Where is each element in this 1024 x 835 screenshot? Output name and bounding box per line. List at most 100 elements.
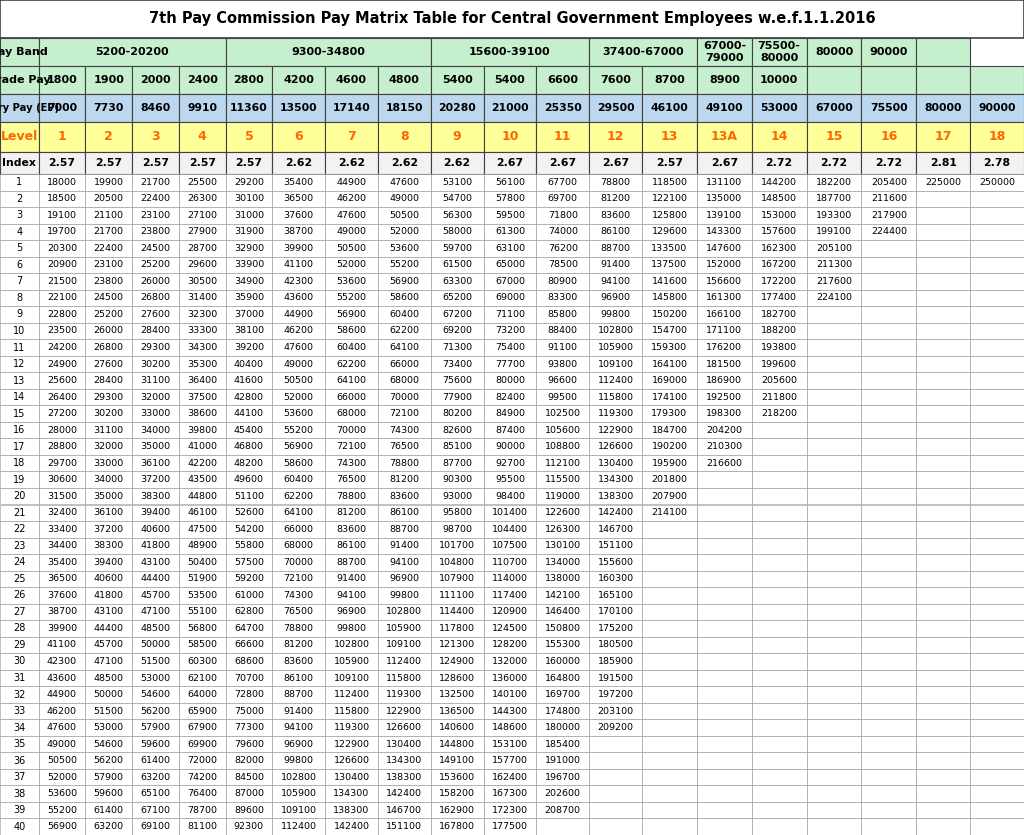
Text: 53600: 53600	[284, 409, 313, 418]
Text: 22: 22	[13, 524, 26, 534]
Text: 25350: 25350	[544, 103, 582, 113]
Text: 46100: 46100	[650, 103, 688, 113]
Text: 8900: 8900	[709, 75, 739, 85]
Bar	[642, 339, 697, 356]
Bar	[483, 570, 537, 587]
Bar	[325, 66, 378, 94]
Text: 43600: 43600	[284, 293, 313, 302]
Bar	[807, 504, 861, 521]
Bar	[272, 752, 325, 769]
Text: 41800: 41800	[94, 591, 124, 600]
Bar	[431, 66, 483, 94]
Text: 35900: 35900	[233, 293, 264, 302]
Bar	[378, 818, 431, 835]
Text: 208700: 208700	[545, 806, 581, 815]
Bar	[861, 455, 916, 472]
Bar	[39, 637, 85, 653]
Text: 96900: 96900	[601, 293, 631, 302]
Text: 81200: 81200	[601, 195, 631, 203]
Bar	[537, 372, 589, 389]
Bar	[807, 256, 861, 273]
Text: 33000: 33000	[140, 409, 171, 418]
Bar	[39, 322, 85, 339]
Bar	[272, 190, 325, 207]
Bar	[39, 604, 85, 620]
Bar	[861, 587, 916, 604]
Bar	[378, 504, 431, 521]
Bar	[483, 620, 537, 637]
Text: 27900: 27900	[187, 227, 217, 236]
Text: 57500: 57500	[233, 558, 264, 567]
Bar	[916, 240, 970, 256]
Bar	[589, 256, 642, 273]
Bar	[642, 422, 697, 438]
Bar	[325, 174, 378, 190]
Bar	[0, 190, 39, 207]
Text: 211600: 211600	[870, 195, 907, 203]
Text: 162900: 162900	[439, 806, 475, 815]
Text: 55200: 55200	[47, 806, 77, 815]
Bar	[378, 438, 431, 455]
Text: 110700: 110700	[492, 558, 528, 567]
Text: 96900: 96900	[284, 740, 313, 749]
Bar	[483, 66, 537, 94]
Text: 2.57: 2.57	[48, 158, 76, 168]
Text: 10000: 10000	[760, 75, 799, 85]
Text: 69700: 69700	[548, 195, 578, 203]
Bar	[325, 190, 378, 207]
Bar	[85, 94, 132, 122]
Bar	[39, 438, 85, 455]
Bar	[861, 389, 916, 405]
Bar	[325, 554, 378, 570]
Bar	[325, 637, 378, 653]
Text: 211300: 211300	[816, 261, 852, 270]
Bar	[483, 818, 537, 835]
Bar	[697, 422, 752, 438]
Text: 20500: 20500	[94, 195, 124, 203]
Text: 69000: 69000	[495, 293, 525, 302]
Text: 204200: 204200	[707, 426, 742, 435]
Text: 35000: 35000	[140, 443, 170, 451]
Bar	[132, 224, 179, 240]
Text: 61500: 61500	[442, 261, 472, 270]
Bar	[697, 190, 752, 207]
Text: 50500: 50500	[284, 376, 313, 385]
Bar	[0, 339, 39, 356]
Bar	[642, 190, 697, 207]
Bar	[589, 719, 642, 736]
Text: 60400: 60400	[337, 343, 367, 352]
Bar	[378, 769, 431, 786]
Text: 82400: 82400	[495, 392, 525, 402]
Bar	[752, 488, 807, 504]
Text: 190200: 190200	[651, 443, 687, 451]
Bar	[697, 152, 752, 174]
Text: 40400: 40400	[233, 360, 264, 368]
Text: 11: 11	[554, 130, 571, 144]
Text: 105900: 105900	[334, 657, 370, 666]
Bar	[970, 66, 1024, 94]
Bar	[225, 686, 272, 703]
Text: 108800: 108800	[545, 443, 581, 451]
Text: 92300: 92300	[233, 822, 264, 831]
Text: 4200: 4200	[284, 75, 314, 85]
Bar	[861, 322, 916, 339]
Bar	[537, 322, 589, 339]
Bar	[537, 405, 589, 422]
Text: 59200: 59200	[233, 574, 264, 584]
Bar	[589, 174, 642, 190]
Bar	[39, 190, 85, 207]
Text: 21500: 21500	[47, 277, 77, 286]
Bar	[537, 620, 589, 637]
Text: 45700: 45700	[94, 640, 124, 650]
Text: 51500: 51500	[140, 657, 170, 666]
Bar	[642, 273, 697, 290]
Bar	[225, 604, 272, 620]
Bar	[752, 256, 807, 273]
Bar	[0, 122, 39, 152]
Bar	[39, 786, 85, 802]
Text: 69100: 69100	[140, 822, 170, 831]
Bar	[642, 802, 697, 818]
Bar	[861, 224, 916, 240]
Text: 13: 13	[660, 130, 678, 144]
Bar	[85, 769, 132, 786]
